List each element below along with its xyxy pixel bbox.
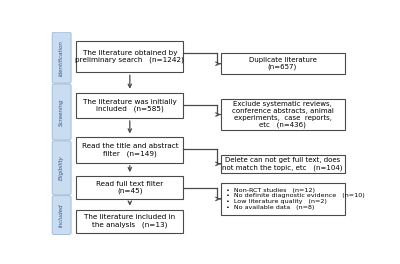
Text: Read full text filter
(n=45): Read full text filter (n=45) — [96, 181, 164, 195]
Bar — [76, 210, 183, 233]
Text: Eligibility: Eligibility — [59, 155, 64, 180]
Bar — [220, 183, 344, 215]
FancyBboxPatch shape — [52, 32, 71, 83]
Text: Identification: Identification — [59, 40, 64, 76]
Bar — [220, 99, 344, 130]
Text: The literature obtained by
preliminary search   (n=1242): The literature obtained by preliminary s… — [75, 50, 184, 63]
Text: The literature included in
the analysis   (n=13): The literature included in the analysis … — [84, 214, 175, 228]
FancyBboxPatch shape — [52, 196, 71, 234]
Text: Exclude systematic reviews,
conference abstracts, animal
experiments,  case  rep: Exclude systematic reviews, conference a… — [232, 101, 334, 128]
Bar — [220, 53, 344, 74]
Text: Included: Included — [59, 203, 64, 227]
FancyBboxPatch shape — [52, 84, 71, 140]
Text: Delete can not get full text, does
not match the topic, etc   (n=104): Delete can not get full text, does not m… — [222, 157, 343, 171]
Bar — [76, 137, 183, 163]
FancyBboxPatch shape — [52, 141, 71, 195]
Bar — [220, 155, 344, 173]
Bar — [76, 41, 183, 72]
Text: Read the title and abstract
filter   (n=149): Read the title and abstract filter (n=14… — [82, 143, 178, 157]
Text: The literature was initially
included   (n=585): The literature was initially included (n… — [83, 99, 177, 112]
Text: •  Non-RCT studies   (n=12)
•  No definite diagnostic evidence   (n=10)
•  Low l: • Non-RCT studies (n=12) • No definite d… — [226, 188, 365, 210]
Text: Duplicate literature
(n=657): Duplicate literature (n=657) — [248, 57, 316, 70]
Text: Screening: Screening — [59, 98, 64, 126]
Bar — [76, 176, 183, 199]
Bar — [76, 93, 183, 118]
